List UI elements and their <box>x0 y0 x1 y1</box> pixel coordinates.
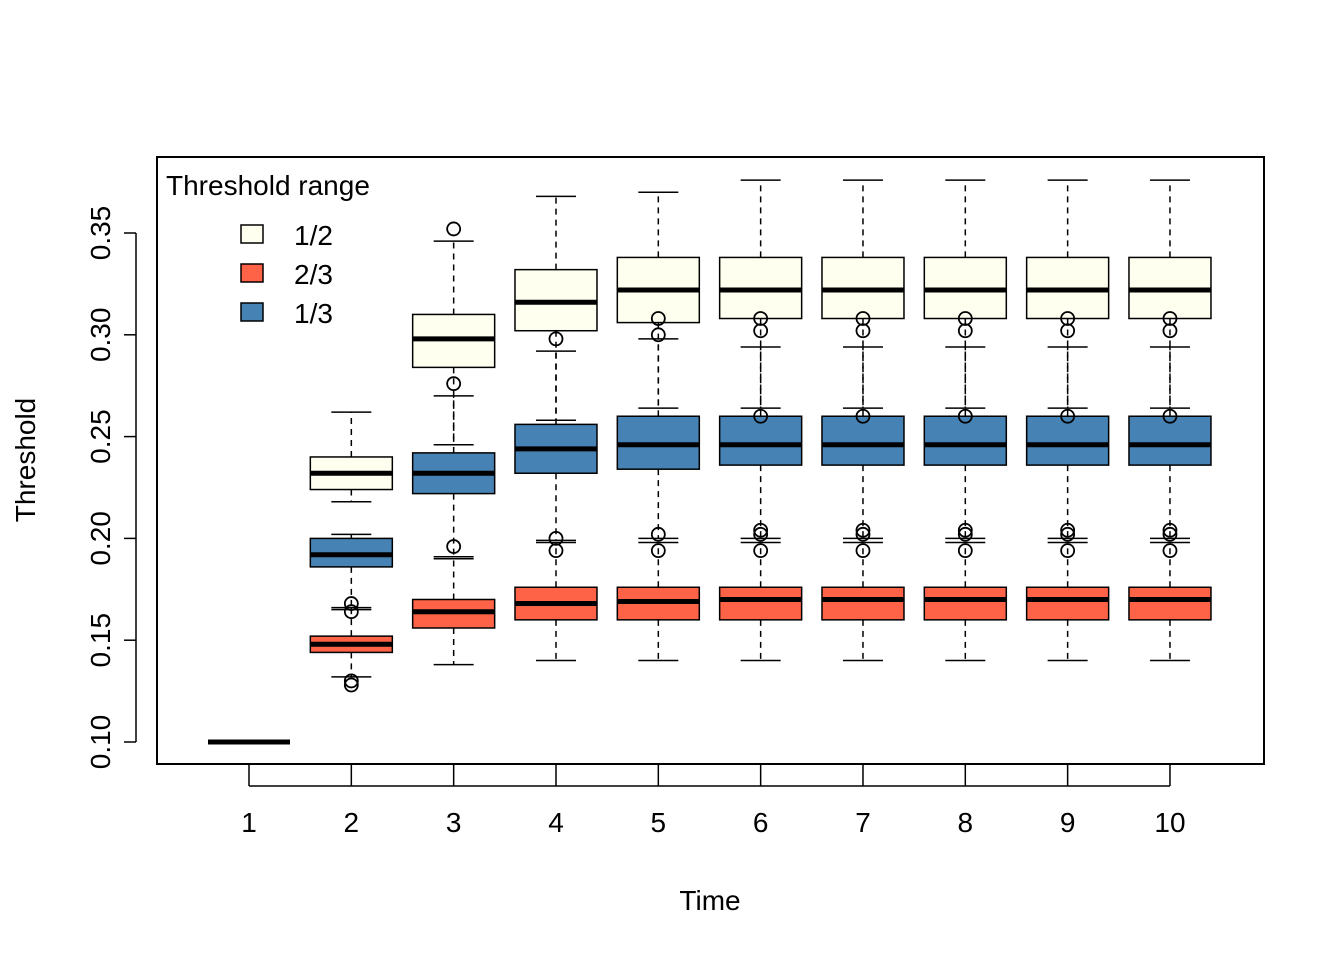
series-1-3-outlier <box>753 543 769 559</box>
series-1-3-outlier <box>1162 526 1178 542</box>
y-tick-label: 0.10 <box>85 715 116 770</box>
legend-title: Threshold range <box>166 170 370 201</box>
series-1-2-outlier <box>446 376 462 392</box>
series-1-2-outlier <box>650 311 666 326</box>
series-1-3-outlier <box>855 526 871 542</box>
x-tick-label: 3 <box>446 807 462 838</box>
series-1-3-outlier <box>1060 526 1076 542</box>
y-tick-label: 0.15 <box>85 613 116 668</box>
series-1-2-outlier <box>957 323 973 339</box>
axes: 0.10 0.15 0.20 0.25 0.30 0.35 1 2 3 4 5 6 7 8 9 10 <box>85 206 1186 838</box>
legend-label-1: 1/2 <box>294 220 333 251</box>
plot-content <box>208 179 1212 745</box>
series-2-3-box <box>1025 586 1110 621</box>
series-1-3-outlier <box>548 543 564 559</box>
series-1-3-outlier <box>753 526 769 542</box>
y-tick-label: 0.20 <box>85 511 116 566</box>
series-1-3-box <box>718 415 803 466</box>
x-tick-label: 2 <box>344 807 360 838</box>
series-1-3-outlier <box>1162 543 1178 559</box>
x-tick-label: 6 <box>753 807 769 838</box>
series-1-2-outlier <box>855 323 871 339</box>
series-1-3-outlier <box>1060 543 1076 559</box>
series-1-3-outlier <box>343 604 359 620</box>
series-1-3-outlier <box>957 522 973 538</box>
series-2-3-outlier <box>343 596 359 611</box>
x-tick-label: 7 <box>855 807 871 838</box>
legend-label-2: 2/3 <box>294 259 333 290</box>
x-tick-label: 10 <box>1154 807 1185 838</box>
series-1-3-outlier <box>650 543 666 559</box>
series-1-2-outlier <box>446 221 462 237</box>
x-tick-label: 9 <box>1060 807 1076 838</box>
series-1-2-outlier <box>650 327 666 343</box>
series-1-3-outlier <box>753 522 769 538</box>
legend-swatch-3 <box>240 302 264 322</box>
x-tick-label: 8 <box>958 807 974 838</box>
series-1-3-outlier <box>855 522 871 538</box>
series-1-3-box <box>1128 415 1212 466</box>
series-1-2-outlier <box>548 331 564 347</box>
series-1-3-box <box>923 415 1008 466</box>
series-1-3-outlier <box>446 539 462 554</box>
legend-label-3: 1/3 <box>294 298 333 329</box>
series-1-3-outlier <box>650 526 666 542</box>
series-1-3-outlier <box>1060 408 1076 424</box>
series-2-3-outlier <box>343 673 359 689</box>
y-tick-label: 0.25 <box>85 409 116 464</box>
legend: Threshold range 1/2 2/3 1/3 <box>166 170 370 329</box>
series-1-3-outlier <box>855 408 871 424</box>
series-1-3-outlier <box>1060 522 1076 538</box>
series-2-3-box <box>923 586 1008 621</box>
series-1-2-outlier <box>1162 323 1178 339</box>
y-tick-label: 0.30 <box>85 308 116 363</box>
series-1-3-outlier <box>855 543 871 559</box>
series-1-3-outlier <box>753 408 769 424</box>
series-1-3-box <box>1025 415 1110 466</box>
x-tick-label: 5 <box>651 807 667 838</box>
y-tick-label: 0.35 <box>85 206 116 261</box>
series-1-2-outlier <box>753 323 769 339</box>
x-tick-label: 1 <box>241 807 257 838</box>
series-1-3-box <box>821 415 905 466</box>
series-1-3-outlier <box>1162 408 1178 424</box>
x-axis-label: Time <box>679 885 740 916</box>
series-1-3-outlier <box>957 408 973 424</box>
series-1-2-outlier <box>1060 323 1076 339</box>
series-2-3-box <box>718 586 803 621</box>
legend-swatch-1 <box>240 224 264 244</box>
series-1-3-outlier <box>1162 522 1178 538</box>
y-axis-label: Threshold <box>10 398 41 523</box>
series-1-3-outlier <box>957 526 973 542</box>
plot-frame <box>156 156 1265 765</box>
series-2-3-box <box>821 586 905 621</box>
x-tick-label: 4 <box>548 807 564 838</box>
series-2-3-box <box>1128 586 1212 621</box>
series-2-3-outlier <box>343 677 359 693</box>
legend-swatch-2 <box>240 263 264 283</box>
series-1-3-outlier <box>957 543 973 559</box>
